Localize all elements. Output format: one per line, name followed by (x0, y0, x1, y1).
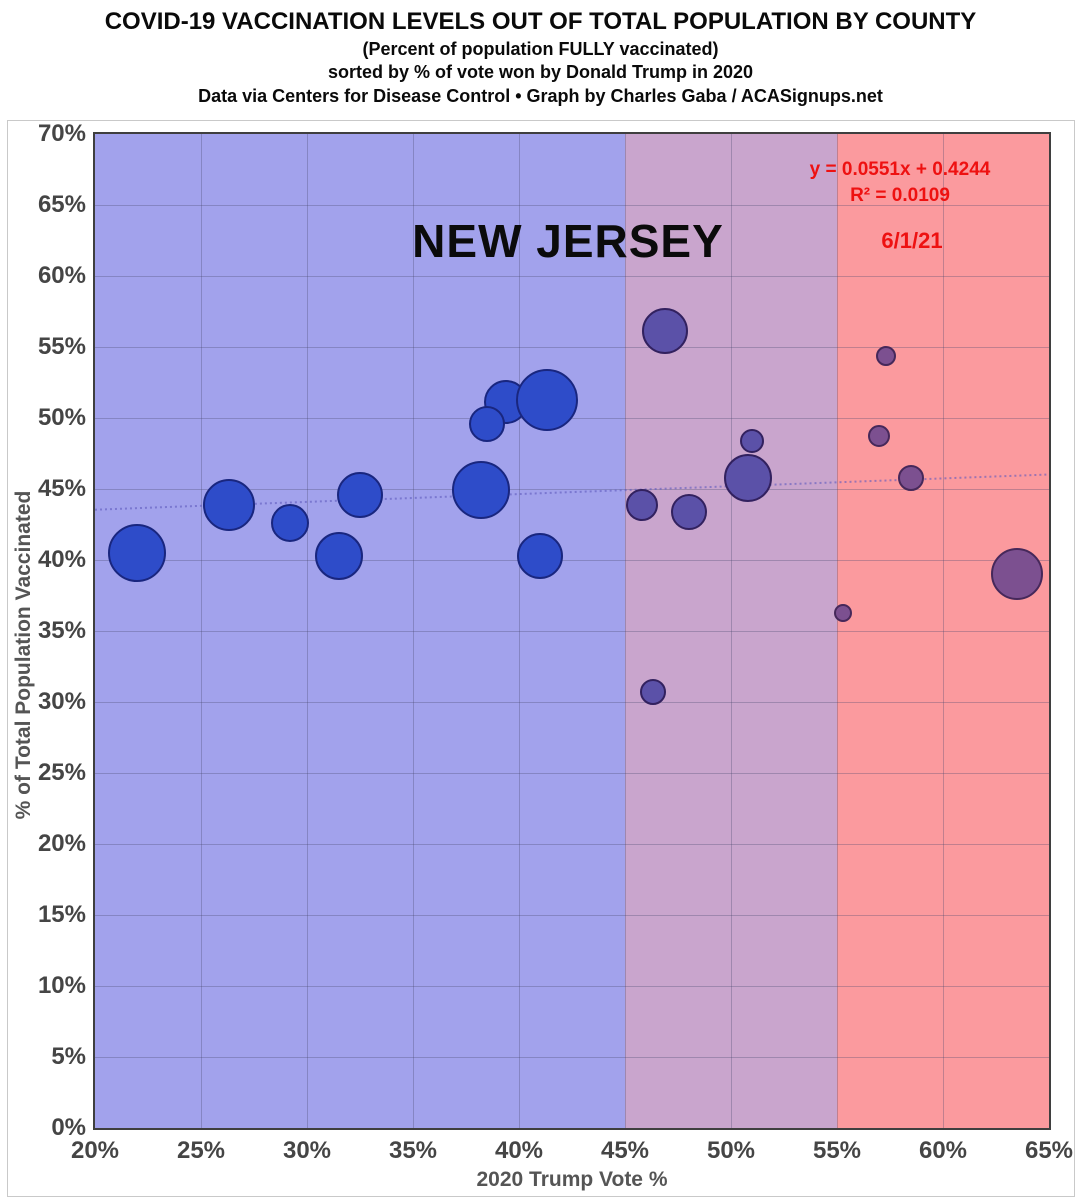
county-bubble (271, 504, 310, 543)
y-tick-label: 55% (37, 333, 86, 360)
county-bubble (834, 603, 853, 622)
plot-area (93, 132, 1051, 1130)
x-tick-label: 30% (282, 1137, 332, 1164)
gridline-horizontal (95, 773, 1049, 774)
county-bubble (723, 453, 772, 502)
trendline (95, 473, 1049, 511)
x-tick-label: 40% (494, 1137, 544, 1164)
chart-date: 6/1/21 (881, 228, 943, 253)
county-bubble (991, 548, 1044, 601)
y-axis-title: % of Total Population Vaccinated (12, 490, 35, 820)
vote-band-purple (625, 134, 837, 1128)
gridline-horizontal (95, 418, 1049, 419)
trendline-equation: y = 0.0551x + 0.4244 R² = 0.0109 (700, 157, 1081, 209)
x-tick-label: 60% (918, 1137, 968, 1164)
y-tick-label: 10% (37, 972, 86, 999)
y-tick-label: 40% (37, 546, 86, 573)
county-bubble (740, 428, 765, 453)
county-bubble (314, 531, 363, 580)
county-bubble (108, 523, 167, 582)
y-tick-label: 5% (51, 1043, 86, 1070)
county-bubble (451, 461, 510, 520)
chart-title: COVID-19 VACCINATION LEVELS OUT OF TOTAL… (104, 8, 977, 35)
y-tick-label: 60% (37, 262, 86, 289)
county-bubble (898, 464, 925, 491)
county-bubble (202, 478, 255, 531)
county-bubble (639, 679, 666, 706)
state-label: NEW JERSEY (412, 215, 724, 267)
county-bubble (515, 368, 578, 431)
r-squared-text: R² = 0.0109 (850, 185, 950, 206)
gridline-horizontal (95, 844, 1049, 845)
y-tick-label: 65% (37, 191, 86, 218)
y-tick-label: 20% (37, 830, 86, 857)
gridline-horizontal (95, 560, 1049, 561)
county-bubble (337, 471, 383, 518)
gridline-horizontal (95, 631, 1049, 632)
county-bubble (517, 532, 564, 579)
gridline-vertical (837, 134, 838, 1128)
gridline-vertical (731, 134, 732, 1128)
gridline-horizontal (95, 205, 1049, 206)
chart-subtitle-fully-vaccinated: (Percent of population FULLY vaccinated) (362, 39, 719, 59)
gridline-vertical (625, 134, 626, 1128)
y-tick-label: 25% (37, 759, 86, 786)
y-tick-label: 15% (37, 901, 86, 928)
equation-text: y = 0.0551x + 0.4244 (809, 159, 991, 180)
gridline-vertical (307, 134, 308, 1128)
x-tick-label: 65% (1024, 1137, 1074, 1164)
county-bubble (469, 405, 506, 442)
gridline-horizontal (95, 276, 1049, 277)
x-tick-label: 25% (176, 1137, 226, 1164)
county-bubble (868, 425, 891, 448)
x-tick-label: 50% (706, 1137, 756, 1164)
county-bubble (670, 493, 707, 530)
gridline-vertical (519, 134, 520, 1128)
x-tick-label: 35% (388, 1137, 438, 1164)
x-tick-label: 20% (70, 1137, 120, 1164)
gridline-horizontal (95, 986, 1049, 987)
y-tick-label: 70% (37, 120, 86, 147)
y-tick-label: 50% (37, 404, 86, 431)
county-bubble (875, 345, 896, 366)
y-tick-label: 30% (37, 688, 86, 715)
chart-subtitle-sorted-by: sorted by % of vote won by Donald Trump … (327, 62, 754, 82)
vote-band-blue (95, 134, 625, 1128)
vote-band-red (837, 134, 1049, 1128)
x-tick-label: 45% (600, 1137, 650, 1164)
gridline-vertical (201, 134, 202, 1128)
county-bubble (625, 488, 658, 521)
gridline-horizontal (95, 1057, 1049, 1058)
gridline-horizontal (95, 347, 1049, 348)
gridline-horizontal (95, 702, 1049, 703)
y-tick-label: 0% (51, 1114, 86, 1141)
gridline-vertical (943, 134, 944, 1128)
chart-source-credit: Data via Centers for Disease Control • G… (198, 86, 883, 106)
y-tick-label: 45% (37, 475, 86, 502)
x-tick-label: 55% (812, 1137, 862, 1164)
gridline-horizontal (95, 489, 1049, 490)
gridline-horizontal (95, 915, 1049, 916)
x-axis-title: 2020 Trump Vote % (476, 1168, 668, 1191)
y-tick-label: 35% (37, 617, 86, 644)
county-bubble (642, 308, 689, 355)
gridline-vertical (413, 134, 414, 1128)
